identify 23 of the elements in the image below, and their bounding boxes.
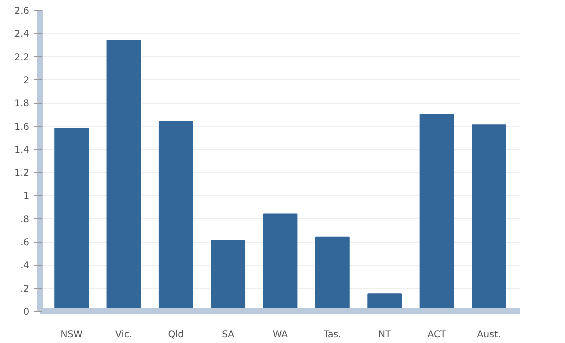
y-tick-label: .8 <box>20 214 30 226</box>
y-tick-label: 2.2 <box>14 52 30 64</box>
y-tick-label: .6 <box>20 238 30 249</box>
x-tick-label: SA <box>222 330 236 340</box>
x-tick-label: NT <box>378 330 392 340</box>
x-tick-label: Qld <box>168 330 184 340</box>
y-tick-label: 1.2 <box>14 168 30 180</box>
y-tick-label: 2.6 <box>14 6 30 17</box>
y-tick-label: 2 <box>24 75 30 86</box>
y-tick-label: 1.8 <box>14 98 30 110</box>
x-tick-label: Tas. <box>322 330 342 340</box>
y-tick-label: .4 <box>20 260 30 272</box>
x-tick-label: ACT <box>428 330 447 340</box>
y-tick-label: 1.6 <box>14 122 30 133</box>
y-tick-label: 0 <box>24 307 30 318</box>
x-tick-label: Aust. <box>477 330 502 340</box>
y-tick-label: 1 <box>24 191 30 202</box>
x-tick-label: NSW <box>60 330 83 340</box>
y-tick-label: 1.4 <box>14 144 30 156</box>
x-tick-label: WA <box>272 330 289 340</box>
y-tick-label: 2.4 <box>14 29 30 40</box>
y-tick-label: .2 <box>20 284 30 295</box>
x-tick-label: Vic. <box>116 330 132 340</box>
